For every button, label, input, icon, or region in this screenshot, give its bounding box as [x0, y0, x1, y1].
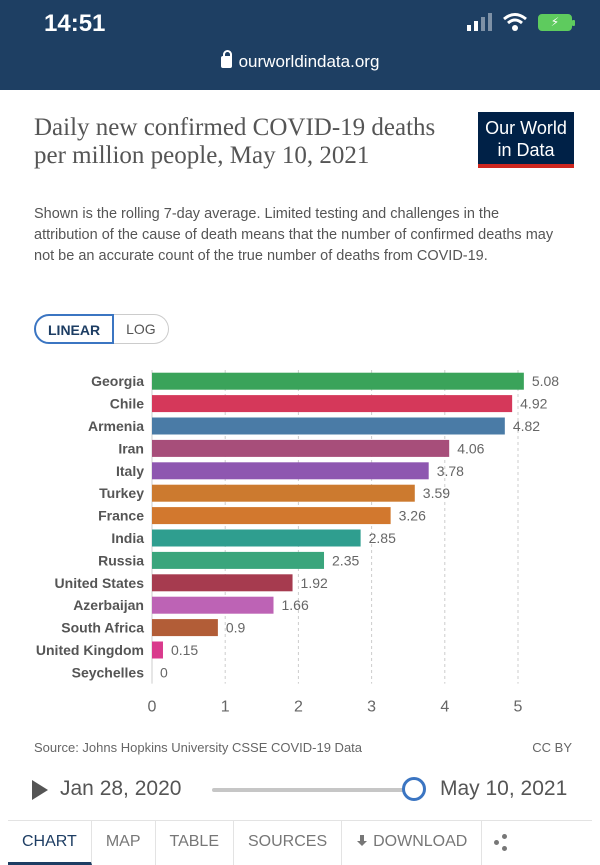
- bar: [152, 372, 524, 390]
- value-label: 1.92: [301, 575, 328, 591]
- category-label: South Africa: [61, 620, 144, 636]
- linear-scale-button[interactable]: LINEAR: [34, 314, 115, 344]
- bar: [152, 619, 218, 637]
- bar: [152, 439, 450, 457]
- category-label: Georgia: [91, 373, 144, 389]
- lock-icon: [220, 50, 232, 68]
- category-label: Armenia: [88, 418, 144, 434]
- category-label: Turkey: [99, 485, 144, 501]
- value-label: 3.26: [399, 508, 426, 524]
- browser-status-bar: 14:51 ⚡ ourworldindata.org: [0, 0, 600, 90]
- wifi-icon: [503, 13, 527, 31]
- category-label: Iran: [118, 440, 144, 456]
- x-tick-label: 3: [367, 699, 376, 716]
- bar: [152, 484, 415, 502]
- category-label: Chile: [110, 396, 144, 412]
- value-label: 0.15: [171, 642, 198, 658]
- category-label: Azerbaijan: [73, 597, 144, 613]
- timeline-start-date: Jan 28, 2020: [60, 777, 182, 800]
- value-label: 1.66: [282, 597, 309, 613]
- bar: [152, 529, 361, 547]
- x-tick-label: 1: [221, 699, 230, 716]
- bar: [152, 462, 429, 480]
- address-bar[interactable]: ourworldindata.org: [0, 50, 600, 72]
- value-label: 2.85: [369, 530, 396, 546]
- log-scale-button[interactable]: LOG: [114, 314, 169, 344]
- x-tick-label: 4: [440, 699, 449, 716]
- category-label: United Kingdom: [36, 642, 144, 658]
- owid-logo[interactable]: Our World in Data: [478, 112, 574, 168]
- logo-line-2: in Data: [497, 140, 555, 160]
- tab-chart[interactable]: CHART: [8, 821, 92, 865]
- value-label: 0: [160, 664, 168, 680]
- tab-map[interactable]: MAP: [92, 821, 156, 865]
- category-label: United States: [55, 575, 145, 591]
- signal-icon: [467, 13, 492, 31]
- clock: 14:51: [44, 10, 106, 37]
- category-label: Russia: [98, 552, 144, 568]
- x-tick-label: 0: [148, 699, 157, 716]
- value-label: 4.92: [520, 396, 547, 412]
- x-tick-label: 2: [294, 699, 303, 716]
- bar-chart-svg: 0 1 2 3 4 5 Georgia 5.08 Chile 4.92 Armenia 4.82 Ira…: [36, 370, 559, 716]
- category-label: India: [111, 530, 144, 546]
- bar: [152, 417, 505, 435]
- tab-sources[interactable]: SOURCES: [234, 821, 343, 865]
- tab-table[interactable]: TABLE: [156, 821, 234, 865]
- chart-card: Daily new confirmed COVID-19 deaths per …: [8, 92, 592, 865]
- tab-download[interactable]: DOWNLOAD: [342, 821, 483, 865]
- x-tick-label: 5: [514, 699, 523, 716]
- battery-icon: ⚡: [538, 13, 575, 31]
- download-icon: [356, 835, 368, 847]
- tab-bar: CHART MAP TABLE SOURCES DOWNLOAD: [8, 820, 592, 865]
- value-label: 4.82: [513, 418, 540, 434]
- source-note[interactable]: Source: Johns Hopkins University CSSE CO…: [34, 740, 363, 755]
- timeline-slider-track[interactable]: [212, 788, 414, 792]
- bar-chart: 0 1 2 3 4 5 Georgia 5.08 Chile 4.92 Armenia 4.82 Ira…: [8, 362, 592, 722]
- timeline-end-date: May 10, 2021: [440, 777, 568, 800]
- bar: [152, 395, 513, 413]
- url-text: ourworldindata.org: [238, 52, 380, 71]
- value-label: 3.78: [437, 463, 464, 479]
- bar: [152, 596, 274, 614]
- value-label: 4.06: [457, 440, 484, 456]
- timeline-slider-handle[interactable]: [402, 777, 426, 801]
- scale-toggle: LINEAR LOG: [34, 314, 169, 344]
- bar: [152, 574, 293, 592]
- value-label: 0.9: [226, 620, 246, 636]
- play-icon[interactable]: [32, 780, 48, 800]
- bar: [152, 641, 163, 659]
- category-label: Italy: [116, 463, 144, 479]
- timeline: Jan 28, 2020 May 10, 2021: [8, 772, 592, 806]
- tab-download-label: DOWNLOAD: [373, 833, 468, 850]
- license-label[interactable]: CC BY: [532, 740, 572, 755]
- value-label: 3.59: [423, 485, 450, 501]
- bar: [152, 551, 325, 569]
- category-label: Seychelles: [72, 664, 145, 680]
- bar: [152, 507, 391, 525]
- chart-subtitle: Shown is the rolling 7-day average. Limi…: [34, 206, 554, 264]
- logo-line-1: Our World: [485, 118, 567, 138]
- chart-title: Daily new confirmed COVID-19 deaths per …: [34, 114, 436, 169]
- category-label: France: [98, 508, 144, 524]
- value-label: 2.35: [332, 552, 359, 568]
- value-label: 5.08: [532, 373, 559, 389]
- share-icon[interactable]: [482, 821, 522, 865]
- status-icons: ⚡: [467, 12, 575, 32]
